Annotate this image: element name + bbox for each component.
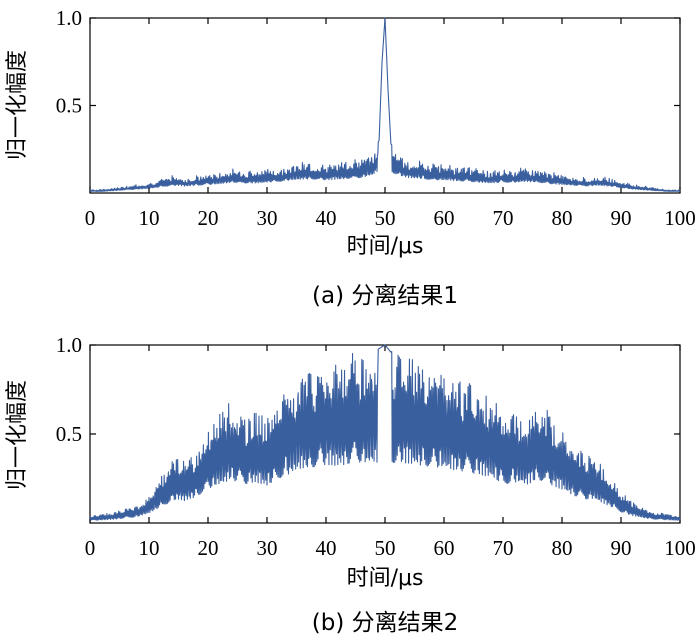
y-tick-label: 1.0 bbox=[56, 333, 82, 357]
panel-a: 0 10 20 30 40 50 60 70 80 90 100 0.5 1.0 时间/μs 归一化幅… bbox=[5, 6, 696, 309]
x-tick-label: 50 bbox=[375, 536, 396, 560]
y-tick-label: 0.5 bbox=[56, 94, 82, 118]
panel-b-x-axis-label: 时间/μs bbox=[347, 566, 424, 591]
panel-b: 0 10 20 30 40 50 60 70 80 90 100 0.5 1.0 时间/μs 归一化幅… bbox=[5, 333, 696, 636]
x-tick-label: 0 bbox=[85, 536, 96, 560]
x-tick-label: 100 bbox=[664, 206, 696, 230]
x-tick-label: 0 bbox=[85, 206, 96, 230]
panel-a-caption: (a) 分离结果1 bbox=[312, 283, 458, 309]
x-tick-label: 30 bbox=[257, 206, 278, 230]
panel-b-caption: (b) 分离结果2 bbox=[312, 610, 459, 636]
panel-b-y-axis-label: 归一化幅度 bbox=[5, 380, 30, 490]
panel-b-x-axis: 0 10 20 30 40 50 60 70 80 90 100 bbox=[85, 345, 696, 560]
x-tick-label: 70 bbox=[493, 206, 514, 230]
panel-b-y-axis: 0.5 1.0 bbox=[56, 333, 680, 446]
x-tick-label: 30 bbox=[257, 536, 278, 560]
x-tick-label: 100 bbox=[664, 536, 696, 560]
x-tick-label: 20 bbox=[198, 206, 219, 230]
panel-a-y-axis: 0.5 1.0 bbox=[56, 6, 680, 118]
panel-a-series-line bbox=[89, 17, 681, 193]
x-tick-label: 70 bbox=[493, 536, 514, 560]
x-tick-label: 90 bbox=[611, 536, 632, 560]
x-tick-label: 10 bbox=[139, 206, 160, 230]
panel-a-x-axis-label: 时间/μs bbox=[347, 234, 424, 259]
panel-a-y-axis-label: 归一化幅度 bbox=[5, 50, 30, 160]
panel-a-frame bbox=[89, 17, 681, 194]
x-tick-label: 60 bbox=[434, 536, 455, 560]
y-tick-label: 0.5 bbox=[56, 422, 82, 446]
x-tick-label: 40 bbox=[316, 206, 337, 230]
panel-a-x-axis: 0 10 20 30 40 50 60 70 80 90 100 bbox=[85, 18, 696, 230]
x-tick-label: 20 bbox=[198, 536, 219, 560]
x-tick-label: 40 bbox=[316, 536, 337, 560]
panel-b-series-line bbox=[89, 344, 681, 521]
x-tick-label: 50 bbox=[375, 206, 396, 230]
y-tick-label: 1.0 bbox=[56, 6, 82, 30]
x-tick-label: 80 bbox=[552, 536, 573, 560]
x-tick-label: 10 bbox=[139, 536, 160, 560]
x-tick-label: 60 bbox=[434, 206, 455, 230]
x-tick-label: 80 bbox=[552, 206, 573, 230]
x-tick-label: 90 bbox=[611, 206, 632, 230]
